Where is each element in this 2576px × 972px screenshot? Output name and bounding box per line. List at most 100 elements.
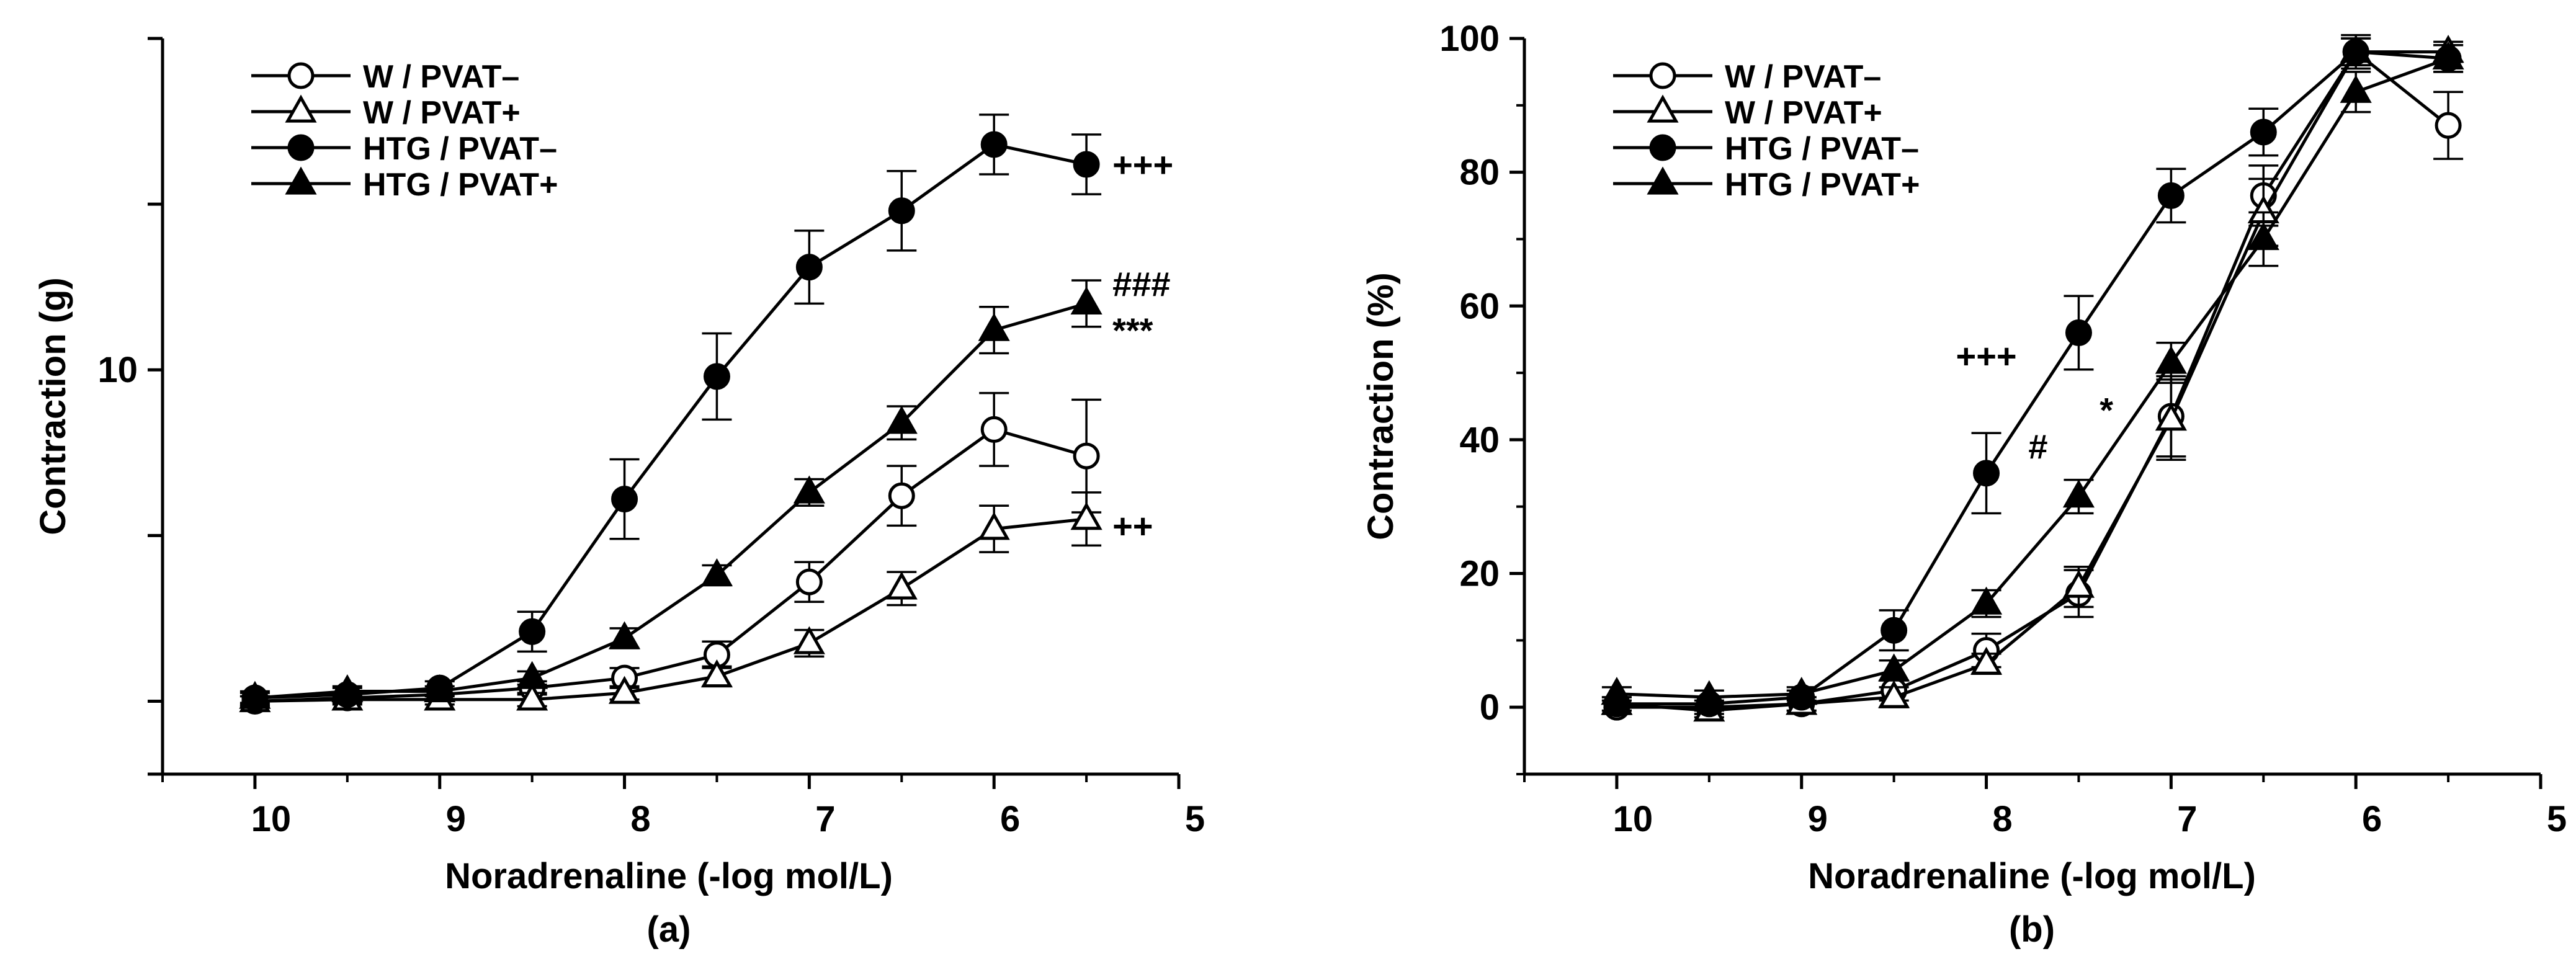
open-triangle-icon	[285, 94, 317, 123]
panel-b-ylabel: Contraction (%)	[1361, 272, 1401, 540]
panel-a-ylabel: Contraction (g)	[33, 277, 73, 535]
panel-a-data-point	[239, 680, 271, 709]
panel-b-y-tick-label: 80	[1459, 153, 1500, 193]
panel-b-legend-label: HTG / PVAT–	[1725, 131, 1919, 167]
panel-a-data-point	[795, 568, 823, 595]
panel-a-legend-item: W / PVAT–	[251, 59, 519, 95]
panel-a-annotation: +++	[1112, 145, 1173, 184]
panel-b-annotation: #	[2028, 427, 2047, 466]
filled-triangle-icon	[285, 166, 317, 195]
panel-b-legend-label: HTG / PVAT+	[1725, 167, 1920, 203]
panel-a-label: (a)	[647, 909, 691, 950]
panel-b-data-point	[1601, 677, 1633, 705]
panel-a-data-point	[608, 675, 641, 704]
panel-a-data-point	[978, 512, 1010, 540]
panel-a-data-point	[608, 621, 641, 649]
panel-a-series	[239, 114, 1102, 715]
panel-a-data-point	[980, 131, 1008, 158]
panel-a-series-line	[254, 517, 1087, 703]
panel-b-legend: W / PVAT–W / PVAT+HTG / PVAT–HTG / PVAT+	[1613, 59, 1920, 203]
panel-a-series-line	[254, 143, 1087, 700]
filled-circle-icon	[287, 134, 315, 161]
panel-a-legend-item: HTG / PVAT–	[251, 131, 557, 167]
panel-a-y-tick-label: 10	[97, 350, 138, 390]
panel-a-annotation: ###	[1112, 264, 1170, 303]
panel-b-data-point	[2062, 479, 2095, 508]
panel-b-data-point	[2155, 403, 2187, 431]
open-circle-icon	[1649, 62, 1676, 89]
panel-a-annotation: ++	[1112, 506, 1153, 545]
panel-a-legend-item: W / PVAT+	[251, 94, 521, 131]
panel-a-data-point	[424, 674, 456, 703]
panel-a-data-point	[888, 482, 915, 509]
panel-a-x-tick-label: 8	[630, 799, 650, 839]
panel-b-data-point	[1970, 646, 2003, 675]
panel-a-data-point	[1073, 151, 1100, 178]
panel-b-data-point	[2435, 112, 2462, 139]
panel-b-axes: 10 9 8 7 6 5 0 20 40 60 80 100 +++ * #	[1439, 19, 2567, 839]
panel-a-data-point	[795, 254, 823, 281]
panel-b-data-point	[2062, 569, 2095, 598]
panel-b-legend-label: W / PVAT–	[1725, 59, 1881, 95]
panel-a-data-point	[1070, 286, 1102, 315]
panel-b-data-point	[2342, 38, 2369, 66]
panel-b-y-tick-label: 60	[1459, 286, 1500, 326]
panel-b-label: (b)	[2009, 909, 2055, 950]
panel-b-x-tick-label: 7	[2177, 799, 2197, 839]
panel-b-series-line	[1616, 56, 2449, 699]
panel-a-x-tick-label: 10	[251, 799, 292, 839]
panel-b-series-htg-pvat	[1601, 41, 2464, 708]
panel-b-series	[1601, 33, 2464, 722]
panel-a-data-point	[1070, 502, 1102, 530]
panel-a-data-point	[700, 558, 733, 587]
panel-a: 10 9 8 7 6 510+++###***++ W / PVAT–W / PVAT+H…	[33, 37, 1205, 950]
panel-a-data-point	[885, 571, 918, 600]
panel-b-x-tick-label: 9	[1808, 799, 1828, 839]
panel-a-data-point	[885, 406, 918, 434]
panel-b-data-point	[1878, 680, 1910, 708]
panel-a-legend-label: HTG / PVAT+	[363, 167, 558, 203]
panel-a-data-point	[331, 674, 364, 703]
panel-b-data-point	[1786, 677, 1818, 705]
filled-circle-icon	[1649, 134, 1676, 161]
panel-b-series-line	[1616, 50, 2449, 706]
panel-b-data-point	[1693, 680, 1725, 708]
panel-b-x-tick-label: 6	[2362, 799, 2382, 839]
panel-b-legend-item: W / PVAT+	[1613, 94, 1882, 131]
panel-a-x-tick-label: 6	[1000, 799, 1020, 839]
panel-a-data-point	[1073, 442, 1100, 470]
panel-b-data-point	[1878, 653, 1910, 682]
open-triangle-icon	[1647, 94, 1679, 123]
panel-b-data-point	[1881, 617, 1908, 644]
panel-b-y-tick-label: 40	[1459, 420, 1500, 460]
panel-b-legend-label: W / PVAT+	[1725, 95, 1882, 131]
panel-b: 10 9 8 7 6 5 0 20 40 60 80 100 +++ * # W / PVAT–W / PV…	[1361, 19, 2567, 950]
panel-b-data-point	[1973, 460, 2000, 487]
panel-b-series-line	[1616, 50, 2449, 713]
panel-b-x-tick-label: 10	[1613, 799, 1653, 839]
panel-a-data-point	[980, 416, 1008, 443]
panel-a-series-htg-pvat	[239, 279, 1102, 709]
panel-b-x-tick-label: 8	[1992, 799, 2012, 839]
panel-a-data-point	[700, 659, 733, 688]
panel-a-legend-label: HTG / PVAT–	[363, 131, 557, 167]
panel-a-data-point	[703, 363, 730, 390]
panel-b-data-point	[1970, 586, 2003, 615]
panel-b-xlabel: Noradrenaline (-log mol/L)	[1808, 856, 2256, 896]
panel-b-legend-item: HTG / PVAT–	[1613, 131, 1919, 167]
panel-a-data-point	[978, 313, 1010, 341]
panel-a-legend-item: HTG / PVAT+	[251, 166, 558, 203]
panel-b-x-tick-label: 5	[2547, 799, 2567, 839]
open-circle-icon	[287, 62, 315, 89]
panel-a-series-w-pvat	[239, 391, 1102, 715]
panel-b-data-point	[2157, 182, 2185, 209]
panel-a-series-w-pvat	[239, 491, 1102, 713]
panel-a-legend-label: W / PVAT–	[363, 59, 519, 95]
panel-b-annotation: +++	[1956, 336, 2016, 375]
panel-a-data-point	[519, 618, 546, 645]
panel-b-legend-item: W / PVAT–	[1613, 59, 1881, 95]
panel-b-series-line	[1616, 50, 2449, 709]
panel-b-legend-item: HTG / PVAT+	[1613, 166, 1920, 203]
panel-a-legend: W / PVAT–W / PVAT+HTG / PVAT–HTG / PVAT+	[251, 59, 558, 203]
